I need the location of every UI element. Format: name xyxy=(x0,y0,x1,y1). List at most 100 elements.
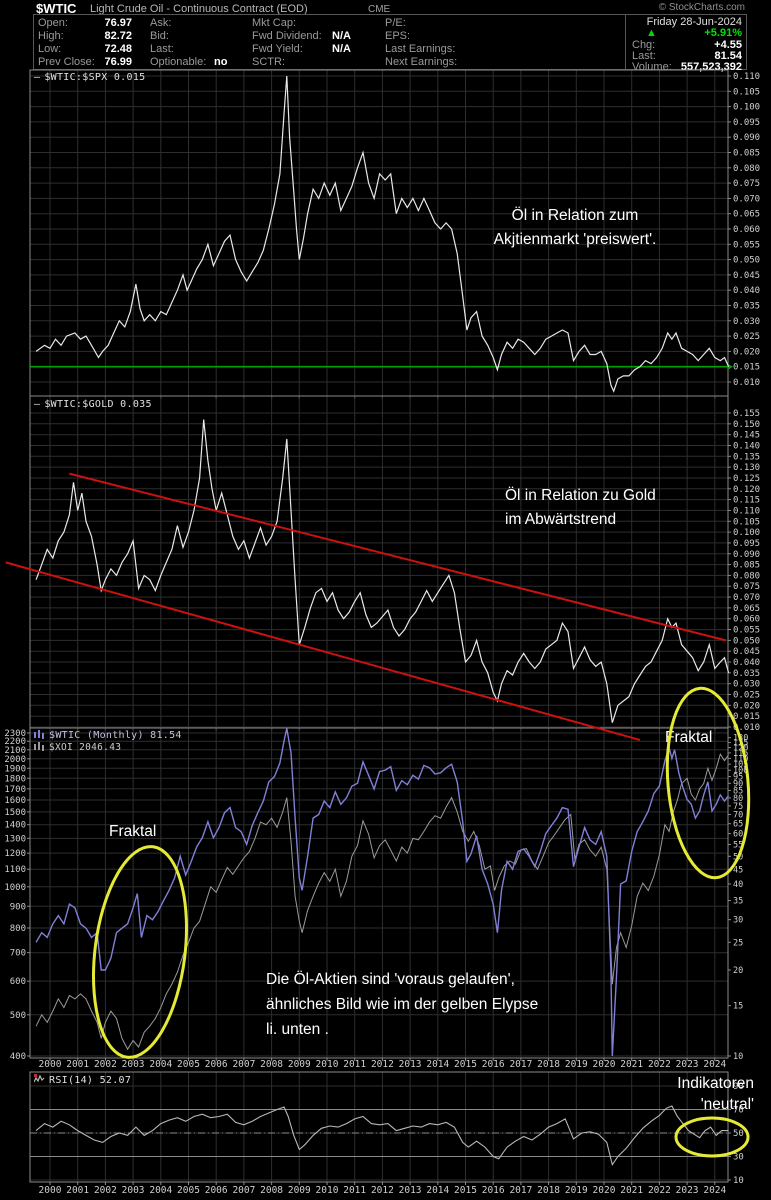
year-label: 2023 xyxy=(675,1185,699,1196)
quote-label: Next Earnings: xyxy=(385,56,458,68)
axis-tick-label: 0.145 xyxy=(733,431,760,441)
axis-tick-label: 1400 xyxy=(4,821,26,831)
quote-label: P/E: xyxy=(385,17,406,29)
axis-tick-label: 1600 xyxy=(4,796,26,806)
year-label: 2002 xyxy=(93,1059,117,1070)
year-label: 2013 xyxy=(398,1059,422,1070)
year-label: 2024 xyxy=(703,1185,727,1196)
year-label: 2000 xyxy=(38,1059,62,1070)
axis-tick-label: 600 xyxy=(10,977,26,987)
legend-wtic-monthly: $WTIC (Monthly) 81.54 xyxy=(34,730,182,741)
year-label: 2016 xyxy=(481,1059,505,1070)
quote-column: Mkt Cap: Fwd Dividend: N/A Fwd Yield: N/A SCT… xyxy=(252,17,351,69)
year-label: 2005 xyxy=(177,1059,200,1070)
quote-label: Low: xyxy=(38,43,62,55)
axis-tick-label: 0.020 xyxy=(733,347,760,357)
axis-tick-label: 0.045 xyxy=(733,647,760,657)
axis-tick-label: 2000 xyxy=(4,755,26,765)
axis-tick-label: 20 xyxy=(733,966,743,976)
axis-tick-label: 1100 xyxy=(4,865,26,875)
axis-tick-label: 0.090 xyxy=(733,133,760,143)
axis-tick-label: 0.085 xyxy=(733,561,760,571)
year-label: 2014 xyxy=(426,1185,450,1196)
up-triangle-icon: ▲ xyxy=(646,27,657,39)
year-label: 2022 xyxy=(647,1185,671,1196)
year-label: 2012 xyxy=(370,1185,394,1196)
axis-tick-label: 0.025 xyxy=(733,332,760,342)
quote-label: Fwd Dividend: xyxy=(252,30,322,42)
axis-tick-label: 0.150 xyxy=(733,420,760,430)
axis-tick-label: 0.050 xyxy=(733,636,760,646)
axis-tick-label: 0.055 xyxy=(733,626,760,636)
percent-change: +5.91% xyxy=(704,27,742,39)
axis-tick-label: 0.035 xyxy=(733,302,760,312)
year-label: 2011 xyxy=(343,1185,367,1196)
line-swatch-icon: — xyxy=(34,399,41,410)
axis-tick-label: 0.070 xyxy=(733,593,760,603)
quote-label: Last Earnings: xyxy=(385,43,456,55)
year-label: 2013 xyxy=(398,1185,422,1196)
axis-tick-label: 0.060 xyxy=(733,225,760,235)
axis-tick-label: 50 xyxy=(733,1129,744,1139)
axis-tick-label: 0.070 xyxy=(733,194,760,204)
axis-tick-label: 0.110 xyxy=(733,72,760,82)
chg-label: Chg: xyxy=(632,39,656,51)
axis-tick-label: 50 xyxy=(733,852,743,862)
axis-tick-label: 2200 xyxy=(4,737,26,747)
panel-wtic-gold-ratio: 0.1550.1500.1450.1400.1350.1300.1250.120… xyxy=(29,395,760,733)
year-label: 2001 xyxy=(66,1059,90,1070)
gridlines xyxy=(30,728,728,1058)
instrument-title: Light Crude Oil - Continuous Contract (E… xyxy=(90,3,308,15)
quote-column: Open: 76.97 High: 82.72 Low: 72.48 Prev Close:… xyxy=(38,17,132,69)
quote-label: Bid: xyxy=(150,30,169,42)
axis-tick-label: 0.015 xyxy=(733,363,760,373)
quote-value: 82.72 xyxy=(104,30,132,42)
gridlines xyxy=(30,396,728,728)
axis-tick-label: 1700 xyxy=(4,785,26,795)
quote-label: Prev Close: xyxy=(38,56,95,68)
axis-tick-label: 0.035 xyxy=(733,669,760,679)
axis-tick-label: 1800 xyxy=(4,774,26,784)
year-label: 2018 xyxy=(537,1059,561,1070)
axis-tick-label: 65 xyxy=(733,820,743,830)
axis-tick-label: 45 xyxy=(733,865,743,875)
axis-tick-label: 15 xyxy=(733,1002,743,1012)
axis-tick-label: 0.130 xyxy=(733,463,760,473)
year-label: 2021 xyxy=(620,1185,644,1196)
axis-tick-label: 400 xyxy=(10,1052,26,1062)
quote-label: Fwd Yield: xyxy=(252,43,303,55)
axis-tick-label: 70 xyxy=(733,1106,744,1116)
axis-tick-label: 0.040 xyxy=(733,658,760,668)
axis-tick-label: 1000 xyxy=(4,883,26,893)
quote-label: Last: xyxy=(150,43,174,55)
axis-tick-label: 30 xyxy=(733,916,743,926)
year-label: 2005 xyxy=(177,1185,200,1196)
axis-tick-label: 0.120 xyxy=(733,485,760,495)
axis-tick-label: 0.155 xyxy=(733,409,760,419)
quote-column: Ask: Bid: Last: Optionable: no xyxy=(150,17,227,69)
axis-tick-label: 0.040 xyxy=(733,286,760,296)
right-axis-labels: 1301251201151101051009590858075706560555… xyxy=(728,734,748,1062)
axis-tick-label: 25 xyxy=(733,938,743,948)
axis-tick-label: 0.115 xyxy=(733,496,760,506)
exchange-label: CME xyxy=(368,4,391,15)
quote-label: SCTR: xyxy=(252,56,285,68)
axis-tick-label: 0.065 xyxy=(733,210,760,220)
chg-value: +4.55 xyxy=(714,39,742,51)
axis-tick-label: 0.090 xyxy=(733,550,760,560)
candlestick-icon xyxy=(34,730,44,739)
axis-tick-label: 700 xyxy=(10,949,26,959)
hline-marker xyxy=(728,363,733,370)
panel-rsi-indicator: 90 70 50 30 10 xyxy=(29,1071,744,1186)
year-label: 2020 xyxy=(592,1185,616,1196)
year-label: 2010 xyxy=(315,1059,339,1070)
line-swatch-icon: — xyxy=(34,72,41,83)
year-ticks xyxy=(49,1182,716,1185)
year-label: 2008 xyxy=(260,1059,284,1070)
quote-value: 76.99 xyxy=(104,56,132,68)
x-axis-years-bottom: 2000 2001 2002 2003 2004 2005 2006 2007 2008 2009… xyxy=(0,1185,771,1199)
legend-wtic-gold: — $WTIC:$GOLD 0.035 xyxy=(34,399,152,410)
axis-tick-label: 60 xyxy=(733,830,743,840)
axis-tick-label: 800 xyxy=(10,924,26,934)
